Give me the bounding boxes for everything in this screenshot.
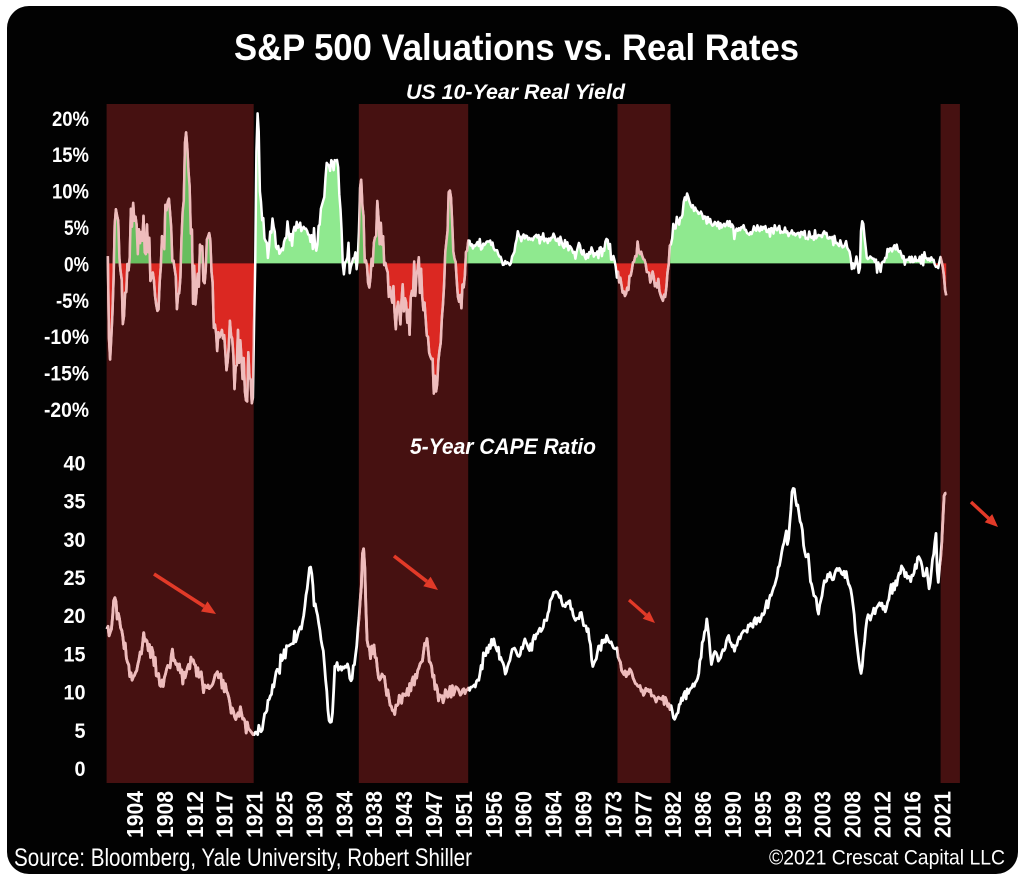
svg-text:0%: 0%	[64, 253, 89, 276]
svg-text:35: 35	[64, 491, 86, 514]
svg-text:1943: 1943	[391, 791, 417, 838]
svg-text:15%: 15%	[52, 144, 89, 167]
svg-text:1951: 1951	[451, 791, 477, 838]
svg-text:1969: 1969	[571, 791, 597, 838]
svg-text:1999: 1999	[780, 791, 806, 838]
svg-text:Source: Bloomberg, Yale Univer: Source: Bloomberg, Yale University, Robe…	[14, 844, 472, 872]
svg-text:1925: 1925	[272, 791, 298, 838]
svg-text:1960: 1960	[511, 791, 537, 838]
svg-text:US 10-Year Real Yield: US 10-Year Real Yield	[406, 80, 626, 104]
svg-text:-20%: -20%	[44, 399, 89, 422]
svg-text:2021: 2021	[929, 791, 955, 838]
svg-text:-10%: -10%	[44, 326, 89, 349]
svg-text:1964: 1964	[541, 791, 567, 838]
svg-text:2003: 2003	[810, 791, 836, 838]
svg-text:10: 10	[64, 682, 86, 705]
svg-text:1917: 1917	[212, 791, 238, 838]
svg-text:1921: 1921	[242, 791, 268, 838]
svg-text:©2021 Crescat Capital LLC: ©2021 Crescat Capital LLC	[769, 847, 1005, 870]
svg-text:1934: 1934	[331, 791, 357, 838]
svg-text:20%: 20%	[52, 108, 89, 131]
svg-text:25: 25	[64, 567, 86, 590]
svg-text:1947: 1947	[421, 791, 447, 838]
svg-text:10%: 10%	[52, 181, 89, 204]
svg-text:30: 30	[64, 529, 86, 552]
svg-text:-15%: -15%	[44, 363, 89, 386]
svg-text:1930: 1930	[301, 791, 327, 838]
svg-text:1956: 1956	[481, 791, 507, 838]
svg-text:0: 0	[75, 758, 86, 781]
svg-text:1982: 1982	[660, 791, 686, 838]
svg-text:S&P 500 Valuations vs. Real Ra: S&P 500 Valuations vs. Real Rates	[234, 27, 799, 68]
svg-text:40: 40	[64, 452, 86, 475]
svg-text:5: 5	[75, 720, 86, 743]
svg-text:2012: 2012	[870, 791, 896, 838]
svg-text:1912: 1912	[182, 791, 208, 838]
svg-text:1904: 1904	[122, 791, 148, 838]
svg-text:20: 20	[64, 605, 86, 628]
svg-text:-5%: -5%	[56, 290, 89, 313]
svg-text:1973: 1973	[600, 791, 626, 838]
svg-text:1986: 1986	[690, 791, 716, 838]
svg-text:1908: 1908	[152, 791, 178, 838]
svg-text:5%: 5%	[64, 217, 89, 240]
svg-text:1977: 1977	[630, 791, 656, 838]
svg-text:1938: 1938	[361, 791, 387, 838]
svg-text:1995: 1995	[750, 791, 776, 838]
svg-text:5-Year CAPE Ratio: 5-Year CAPE Ratio	[410, 434, 596, 459]
svg-text:2008: 2008	[840, 791, 866, 838]
svg-text:15: 15	[64, 643, 86, 666]
svg-text:1990: 1990	[720, 791, 746, 838]
svg-text:2016: 2016	[899, 791, 925, 838]
